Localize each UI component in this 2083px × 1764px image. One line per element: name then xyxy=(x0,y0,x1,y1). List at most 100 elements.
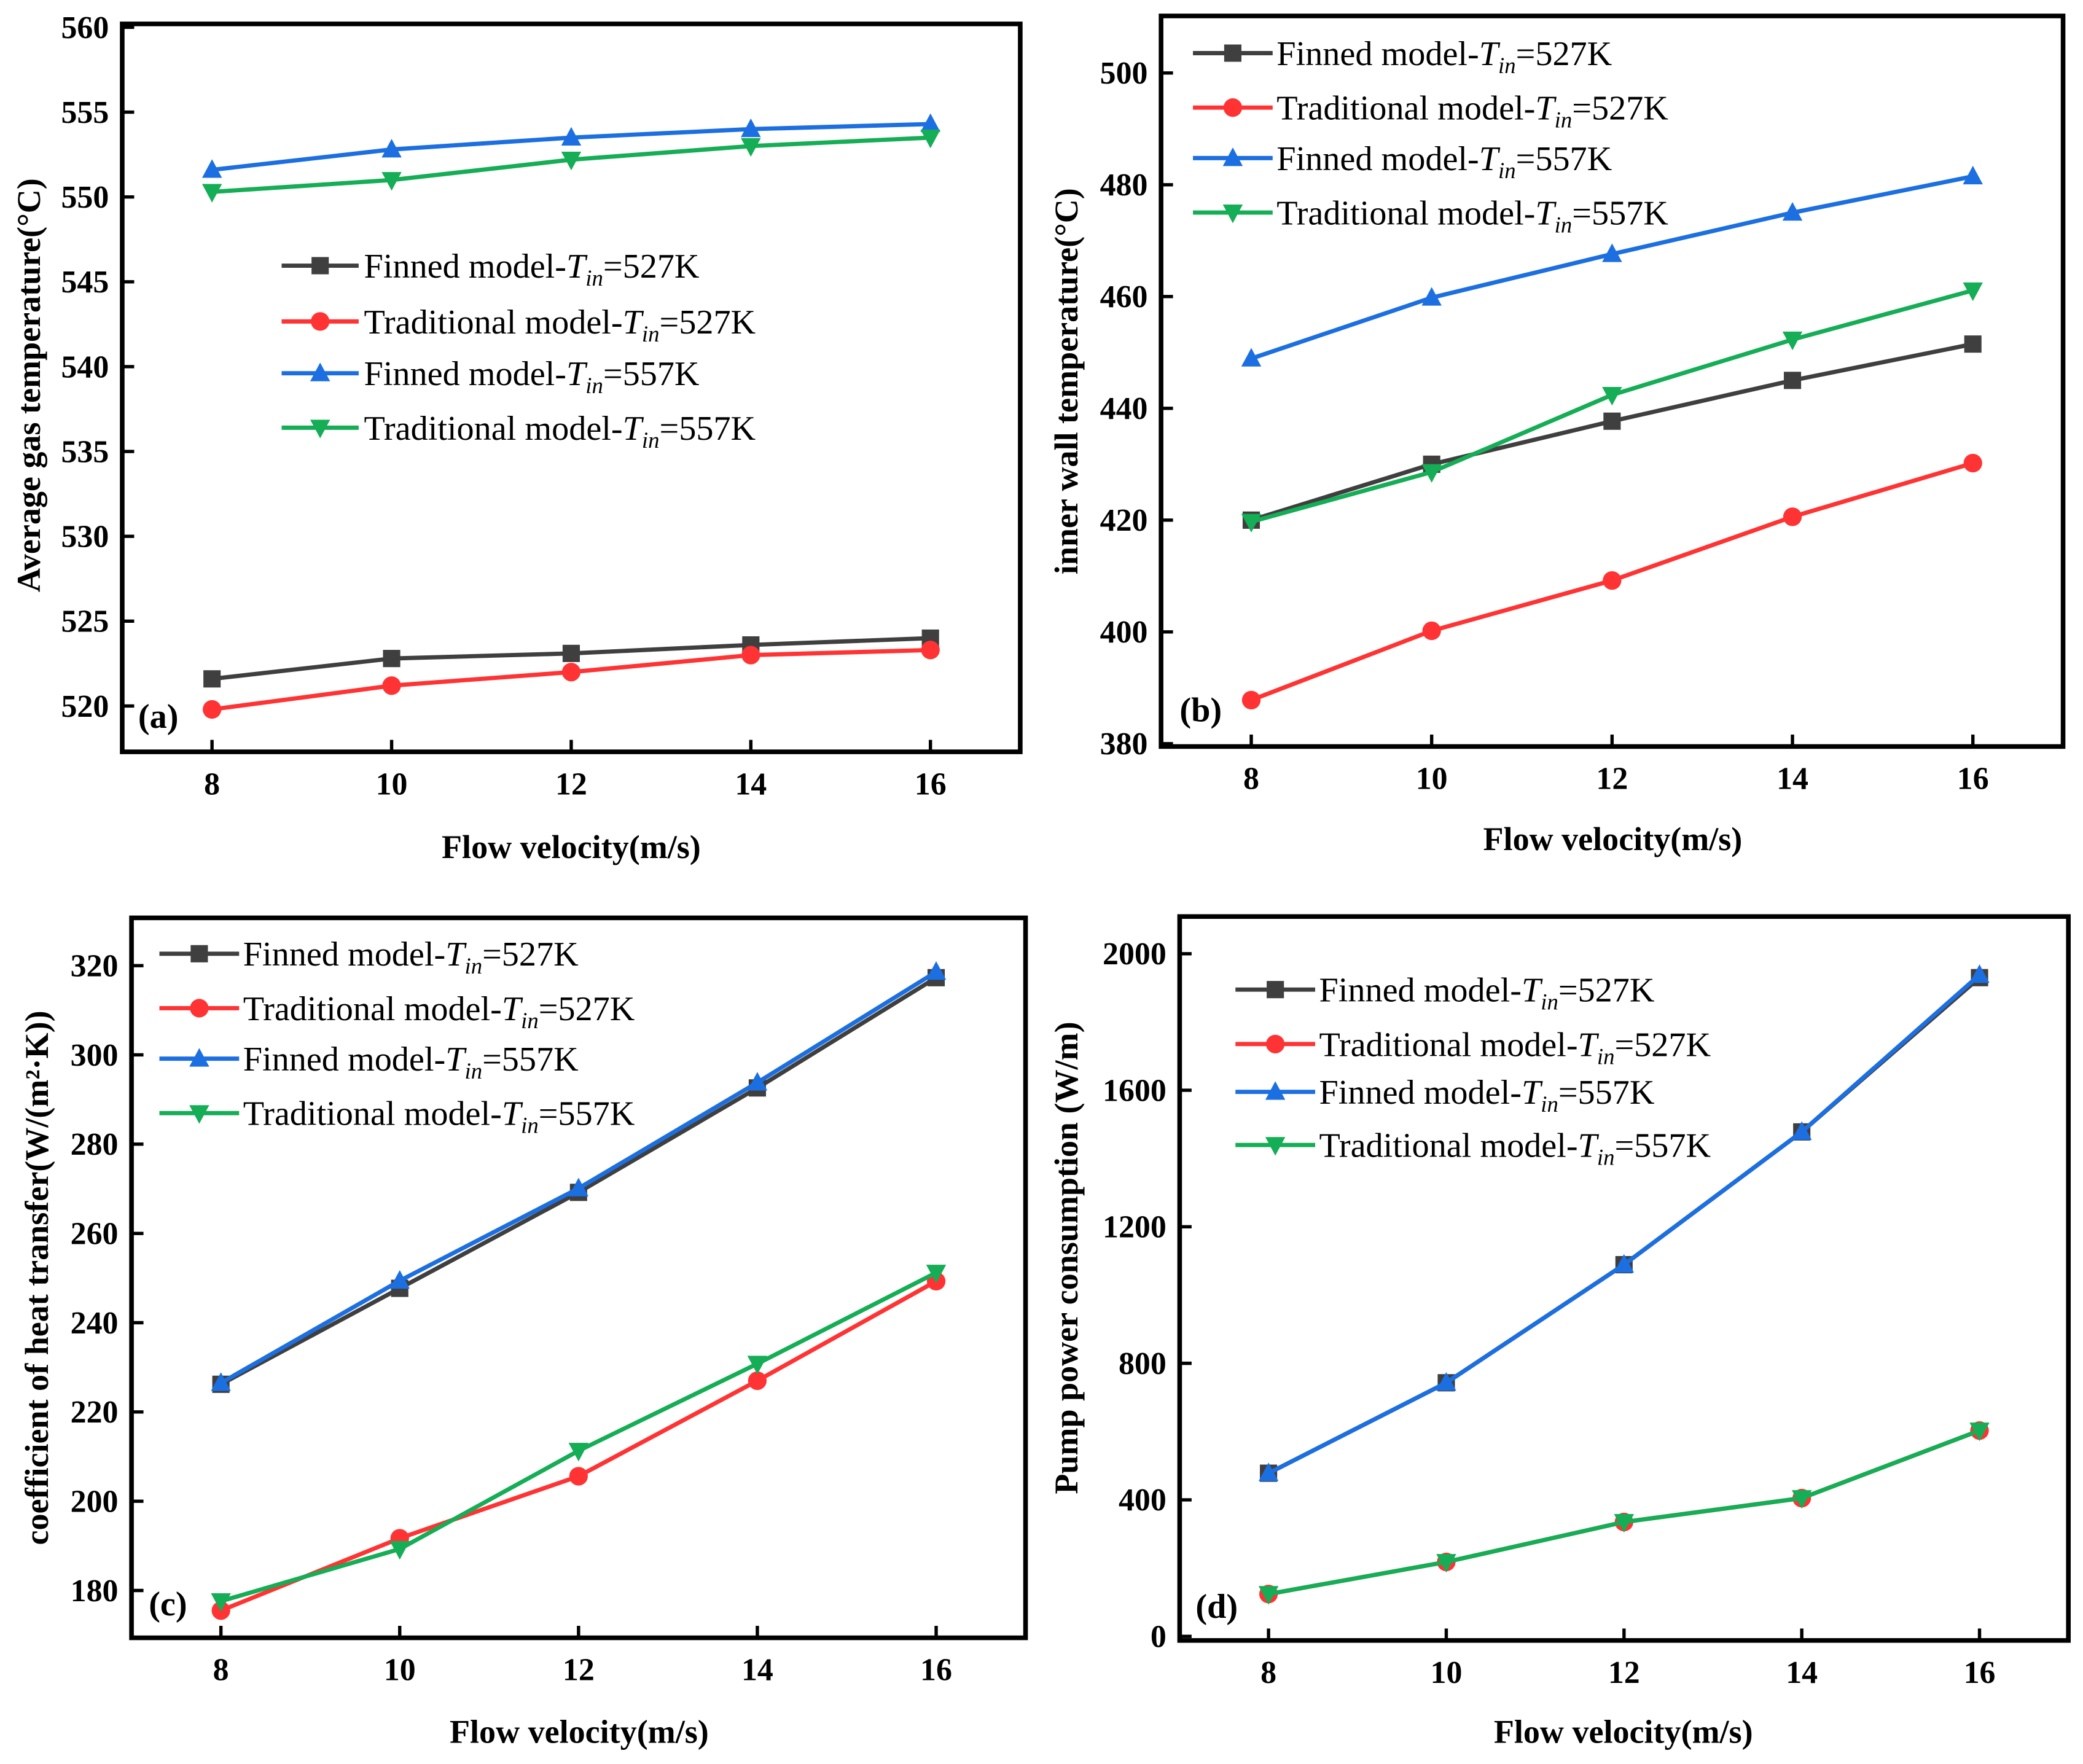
legend-sub: in xyxy=(1555,107,1573,133)
data-point xyxy=(1614,1254,1635,1273)
legend-suffix: =527K xyxy=(482,935,579,974)
y-tick-label: 200 xyxy=(71,1484,119,1519)
legend-var: T xyxy=(1535,90,1557,128)
legend-marker xyxy=(190,999,209,1018)
data-point xyxy=(211,1593,231,1612)
x-tick-label: 10 xyxy=(376,767,408,802)
legend-marker xyxy=(1222,147,1243,166)
y-tick-label: 460 xyxy=(1100,279,1148,314)
legend-marker xyxy=(310,420,330,439)
legend-label: Traditional model-Tin=557K xyxy=(1319,1127,1711,1170)
legend-label: Traditional model-Tin=527K xyxy=(1319,1026,1711,1069)
legend-sub: in xyxy=(1597,1145,1615,1170)
legend-label: Finned model-Tin=527K xyxy=(1276,35,1612,78)
legend-sub: in xyxy=(1555,212,1573,237)
legend-label: Traditional model-Tin=557K xyxy=(243,1095,635,1138)
data-point xyxy=(926,1265,947,1284)
legend-prefix: Finned model- xyxy=(243,1040,445,1079)
legend-item: Finned model-Tin=527K xyxy=(281,248,700,291)
legend-suffix: =557K xyxy=(482,1040,579,1079)
y-tick-label: 550 xyxy=(61,180,109,215)
x-axis-label: Flow velocity(m/s) xyxy=(450,1713,709,1750)
legend-var: T xyxy=(566,355,588,393)
data-point xyxy=(561,663,581,682)
legend-item: Finned model-Tin=557K xyxy=(1235,1074,1655,1117)
legend-prefix: Traditional model- xyxy=(1276,90,1535,128)
legend-var: T xyxy=(1479,140,1501,178)
legend-marker xyxy=(310,362,330,381)
x-tick-label: 10 xyxy=(1416,762,1448,797)
legend-prefix: Traditional model- xyxy=(1276,194,1535,232)
legend-sub: in xyxy=(521,1008,539,1033)
data-point xyxy=(741,118,761,138)
series-0 xyxy=(203,629,939,688)
x-tick-label: 16 xyxy=(1964,1655,1996,1690)
data-point xyxy=(1964,335,1982,353)
y-axis-label: Average gas temperature(°C) xyxy=(10,178,47,592)
legend-marker xyxy=(311,257,329,275)
legend-marker xyxy=(1265,1034,1285,1053)
x-tick-label: 10 xyxy=(384,1653,416,1688)
y-tick-label: 800 xyxy=(1119,1346,1167,1381)
x-tick-label: 8 xyxy=(213,1653,229,1688)
legend-prefix: Finned model- xyxy=(364,248,566,286)
x-tick-label: 10 xyxy=(1431,1655,1463,1690)
data-point xyxy=(561,151,582,171)
x-tick-label: 12 xyxy=(1608,1655,1640,1690)
legend-item: Traditional model-Tin=557K xyxy=(281,410,756,453)
y-tick-label: 2000 xyxy=(1103,937,1167,972)
legend-item: Finned model-Tin=557K xyxy=(1193,140,1612,183)
data-point xyxy=(1603,412,1621,430)
legend-suffix: =527K xyxy=(660,303,756,341)
legend-prefix: Finned model- xyxy=(243,935,445,974)
data-point xyxy=(381,139,402,158)
panel-label: (d) xyxy=(1195,1588,1238,1626)
legend-suffix: =557K xyxy=(603,355,700,393)
legend-suffix: =557K xyxy=(1516,140,1612,178)
data-point xyxy=(1782,331,1803,351)
series-0 xyxy=(1242,335,1982,529)
chart-panel-a: 8 10 12 14 16 520 525 530 535 540 545 550 555 560 Flow… xyxy=(10,10,1023,865)
data-point xyxy=(389,1540,410,1560)
panel-label: (b) xyxy=(1179,691,1222,729)
legend-suffix: =527K xyxy=(1572,90,1668,128)
legend-label: Traditional model-Tin=527K xyxy=(364,303,756,346)
legend-item: Traditional model-Tin=527K xyxy=(1235,1026,1711,1069)
legend-item: Traditional model-Tin=557K xyxy=(1193,194,1668,237)
legend-marker xyxy=(1223,98,1243,117)
data-point xyxy=(1963,165,1983,185)
x-axis-label: Flow velocity(m/s) xyxy=(1483,821,1743,857)
y-axis-label: inner wall temperature(°C) xyxy=(1048,188,1085,574)
legend-label: Finned model-Tin=527K xyxy=(364,248,700,291)
legend-item: Traditional model-Tin=527K xyxy=(281,303,756,346)
legend-var: T xyxy=(445,1040,467,1079)
y-tick-label: 240 xyxy=(71,1306,119,1341)
x-tick-label: 8 xyxy=(204,767,220,802)
data-point xyxy=(561,127,582,146)
legend-prefix: Traditional model- xyxy=(243,990,502,1028)
data-point xyxy=(203,700,222,719)
legend-suffix: =557K xyxy=(1572,194,1668,232)
x-tick-label: 14 xyxy=(1776,762,1808,797)
x-tick-label: 14 xyxy=(741,1653,773,1688)
panel-label: (a) xyxy=(138,698,179,736)
legend-var: T xyxy=(1578,1127,1600,1165)
x-tick-label: 12 xyxy=(1596,762,1628,797)
legend-marker xyxy=(189,1105,209,1124)
data-point xyxy=(201,159,222,178)
legend-var: T xyxy=(1522,1074,1543,1112)
series-2 xyxy=(1241,165,1983,367)
data-point xyxy=(1241,690,1261,710)
data-point xyxy=(1963,453,1982,473)
data-point xyxy=(1783,372,1802,389)
legend-item: Finned model-Tin=527K xyxy=(1193,35,1612,78)
series-3 xyxy=(1241,282,1983,533)
y-tick-label: 500 xyxy=(1100,56,1148,91)
legend-prefix: Finned model- xyxy=(1276,35,1479,73)
legend-label: Traditional model-Tin=557K xyxy=(364,410,756,453)
legend-item: Finned model-Tin=557K xyxy=(281,355,700,398)
legend-prefix: Traditional model- xyxy=(1319,1026,1577,1064)
y-tick-label: 400 xyxy=(1119,1483,1167,1518)
data-point xyxy=(1782,202,1803,221)
legend-marker xyxy=(1224,44,1241,62)
